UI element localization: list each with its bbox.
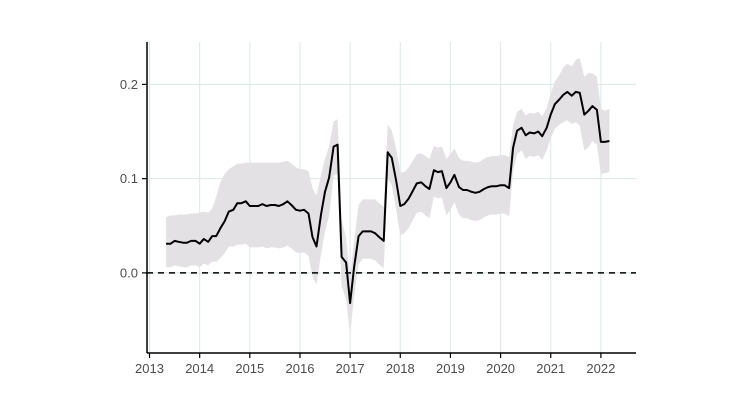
x-tick-label: 2021 xyxy=(536,361,565,376)
x-tick-label: 2018 xyxy=(386,361,415,376)
series-line xyxy=(166,90,610,305)
x-tick-label: 2013 xyxy=(135,361,164,376)
y-axis-ticks: 0.0 0.1 0.2 xyxy=(120,77,147,280)
x-tick-label: 2015 xyxy=(235,361,264,376)
x-tick-label: 2016 xyxy=(286,361,315,376)
x-tick-label: 2022 xyxy=(586,361,615,376)
y-tick-label: 0.0 xyxy=(120,265,138,280)
y-tick-label: 0.1 xyxy=(120,171,138,186)
x-tick-label: 2014 xyxy=(185,361,214,376)
y-tick-label: 0.2 xyxy=(120,77,138,92)
x-tick-label: 2019 xyxy=(436,361,465,376)
x-axis-ticks: 2013 2014 2015 2016 2017 2018 2019 2020 2021 2022 xyxy=(135,353,615,376)
x-tick-label: 2020 xyxy=(486,361,515,376)
x-tick-label: 2017 xyxy=(336,361,365,376)
confidence-band xyxy=(166,58,610,335)
